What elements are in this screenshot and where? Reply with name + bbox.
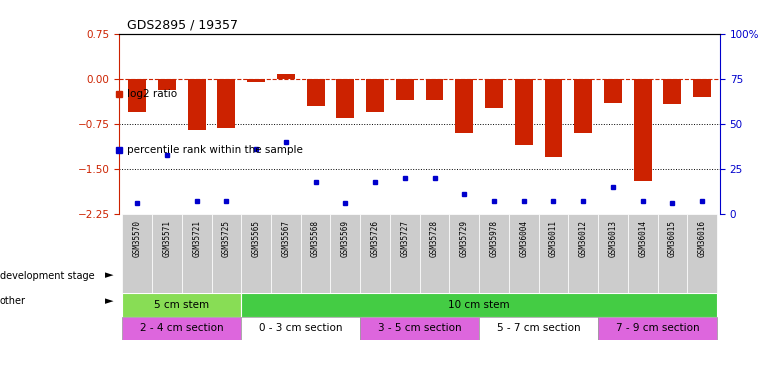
Text: GSM35565: GSM35565 — [252, 220, 260, 257]
Bar — [188, 79, 206, 130]
Text: development stage: development stage — [0, 271, 95, 280]
Text: GSM36004: GSM36004 — [519, 220, 528, 257]
Bar — [158, 79, 176, 90]
Bar — [241, 214, 271, 293]
Bar — [598, 316, 717, 340]
Bar — [628, 214, 658, 293]
Bar — [271, 214, 301, 293]
Bar — [485, 79, 503, 108]
Text: percentile rank within the sample: percentile rank within the sample — [127, 145, 303, 155]
Text: GSM36014: GSM36014 — [638, 220, 647, 257]
Bar — [450, 214, 479, 293]
Text: GSM35728: GSM35728 — [430, 220, 439, 257]
Bar — [455, 79, 474, 133]
Bar — [336, 79, 354, 118]
Text: GSM35567: GSM35567 — [281, 220, 290, 257]
Text: GSM35568: GSM35568 — [311, 220, 320, 257]
Bar — [129, 79, 146, 112]
Bar — [212, 214, 241, 293]
Bar — [152, 214, 182, 293]
Bar — [574, 79, 592, 133]
Bar — [658, 214, 688, 293]
Text: 3 - 5 cm section: 3 - 5 cm section — [378, 323, 461, 333]
Text: GSM35570: GSM35570 — [132, 220, 142, 257]
Text: GSM35729: GSM35729 — [460, 220, 469, 257]
Text: GSM35978: GSM35978 — [490, 220, 498, 257]
Bar — [664, 79, 681, 104]
Bar — [241, 293, 717, 316]
Bar — [568, 214, 598, 293]
Bar — [122, 316, 241, 340]
Bar — [693, 79, 711, 97]
Bar — [479, 316, 598, 340]
Bar — [509, 214, 538, 293]
Bar — [604, 79, 622, 103]
Bar — [366, 79, 384, 112]
Text: GSM35727: GSM35727 — [400, 220, 410, 257]
Text: GDS2895 / 19357: GDS2895 / 19357 — [127, 19, 238, 32]
Bar — [598, 214, 628, 293]
Bar — [479, 214, 509, 293]
Text: GSM36012: GSM36012 — [579, 220, 588, 257]
Bar — [301, 214, 330, 293]
Text: log2 ratio: log2 ratio — [127, 89, 177, 99]
Bar — [247, 79, 265, 82]
Text: ►: ► — [105, 271, 114, 280]
Text: 2 - 4 cm section: 2 - 4 cm section — [140, 323, 223, 333]
Text: GSM35571: GSM35571 — [162, 220, 172, 257]
Bar — [122, 214, 152, 293]
Bar — [420, 214, 450, 293]
Text: GSM35726: GSM35726 — [370, 220, 380, 257]
Bar — [396, 79, 413, 100]
Bar — [122, 293, 241, 316]
Text: 5 cm stem: 5 cm stem — [154, 300, 209, 310]
Text: GSM36015: GSM36015 — [668, 220, 677, 257]
Bar — [182, 214, 212, 293]
Text: 7 - 9 cm section: 7 - 9 cm section — [616, 323, 699, 333]
Text: GSM35725: GSM35725 — [222, 220, 231, 257]
Bar — [277, 74, 295, 79]
Text: 0 - 3 cm section: 0 - 3 cm section — [259, 323, 343, 333]
Bar — [360, 316, 479, 340]
Bar — [538, 214, 568, 293]
Text: ►: ► — [105, 296, 114, 306]
Bar — [217, 79, 236, 128]
Text: GSM35721: GSM35721 — [192, 220, 201, 257]
Text: 5 - 7 cm section: 5 - 7 cm section — [497, 323, 581, 333]
Text: 10 cm stem: 10 cm stem — [448, 300, 510, 310]
Bar — [426, 79, 444, 100]
Text: other: other — [0, 296, 26, 306]
Bar — [330, 214, 360, 293]
Bar — [688, 214, 717, 293]
Bar — [544, 79, 562, 157]
Bar — [360, 214, 390, 293]
Bar — [634, 79, 651, 181]
Bar — [306, 79, 324, 106]
Text: GSM36011: GSM36011 — [549, 220, 558, 257]
Bar — [241, 316, 360, 340]
Bar — [390, 214, 420, 293]
Text: GSM36013: GSM36013 — [608, 220, 618, 257]
Text: GSM35569: GSM35569 — [341, 220, 350, 257]
Bar — [515, 79, 533, 145]
Text: GSM36016: GSM36016 — [698, 220, 707, 257]
